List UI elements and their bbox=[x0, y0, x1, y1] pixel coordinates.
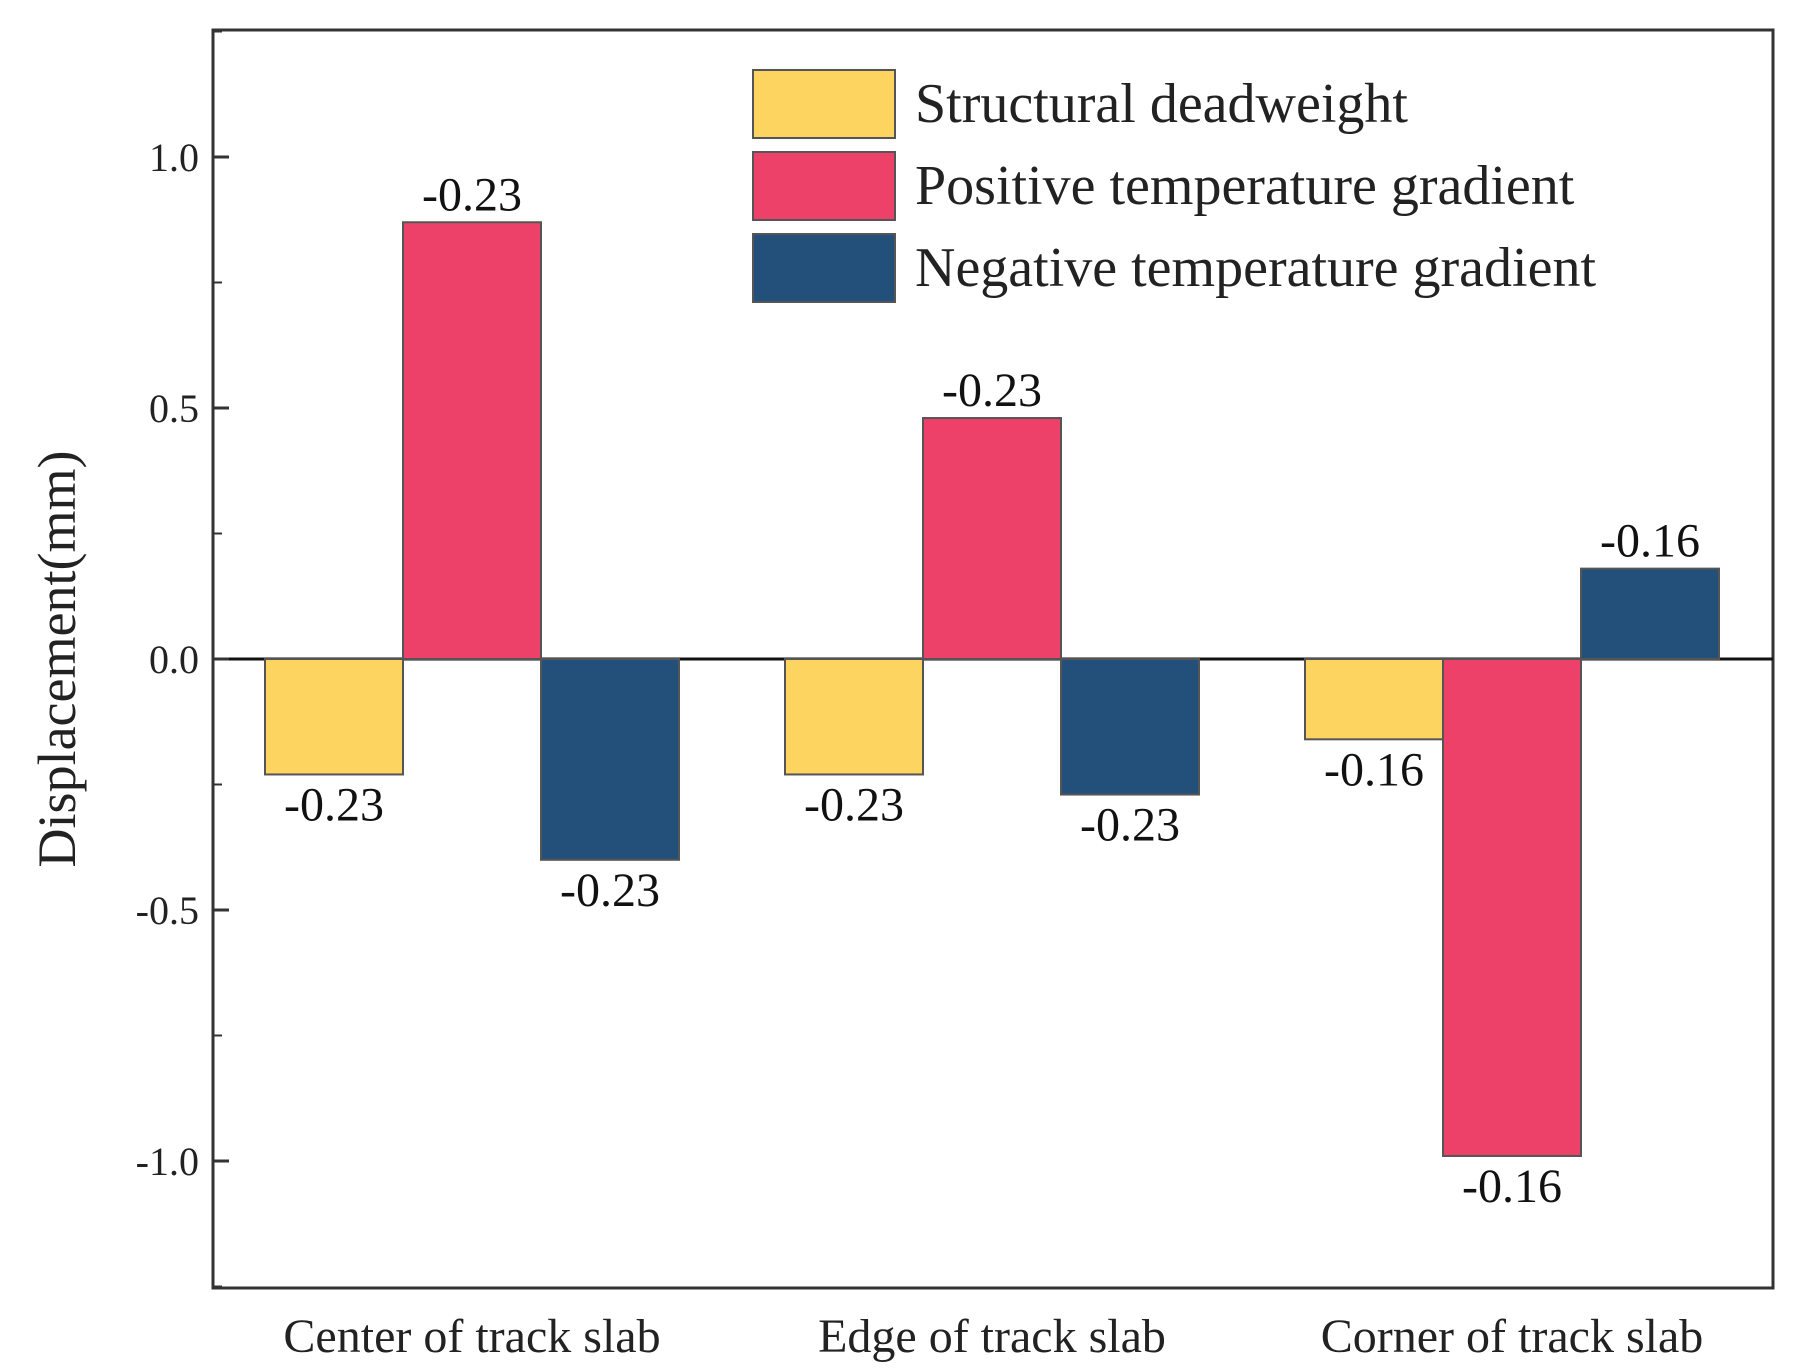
bar-negative-temperature-gradient-2 bbox=[1060, 658, 1200, 796]
y-tick-label: -0.5 bbox=[136, 888, 199, 933]
bars: -0.23 -0.23 -0.16 -0.23 -0.23 -0.16 -0.23 -0.23… bbox=[264, 168, 1720, 1213]
legend-entry-label: Negative temperature gradient bbox=[915, 237, 1596, 299]
data-label: -0.23 bbox=[284, 778, 384, 831]
data-label: -0.23 bbox=[942, 364, 1042, 417]
data-label: -0.23 bbox=[560, 864, 660, 917]
data-label: -0.16 bbox=[1324, 743, 1424, 796]
bar-negative-temperature-gradient-3 bbox=[1580, 567, 1720, 661]
bar-negative-temperature-gradient-1 bbox=[540, 658, 680, 861]
bar-structural-deadweight-1 bbox=[264, 658, 404, 776]
data-label: -0.23 bbox=[1080, 799, 1180, 852]
data-label: -0.23 bbox=[804, 778, 904, 831]
x-category-label: Edge of track slab bbox=[818, 1310, 1166, 1363]
y-tick-label: 1.0 bbox=[149, 135, 199, 180]
data-label: -0.16 bbox=[1600, 515, 1700, 568]
x-category-label: Center of track slab bbox=[283, 1310, 660, 1363]
x-axis: Center of track slab Edge of track slab Co… bbox=[283, 1310, 1703, 1363]
y-tick-label: -1.0 bbox=[136, 1139, 199, 1184]
bar-positive-temperature-gradient-2 bbox=[922, 417, 1062, 661]
y-axis: 1.0 0.5 0.0 -0.5 -1.0 bbox=[136, 30, 229, 1288]
legend-swatch bbox=[752, 233, 896, 303]
legend-swatch bbox=[752, 151, 896, 221]
x-category-label: Corner of track slab bbox=[1321, 1310, 1704, 1363]
data-label: -0.23 bbox=[422, 168, 522, 221]
bar-positive-temperature-gradient-3 bbox=[1442, 658, 1582, 1157]
bar-structural-deadweight-3 bbox=[1304, 658, 1444, 741]
legend: Structural deadweight Positive temperatur… bbox=[752, 69, 1596, 303]
bar-structural-deadweight-2 bbox=[784, 658, 924, 776]
legend-entry-label: Positive temperature gradient bbox=[915, 155, 1575, 217]
legend-swatch bbox=[752, 69, 896, 139]
legend-entry-label: Structural deadweight bbox=[915, 73, 1408, 135]
bar-positive-temperature-gradient-1 bbox=[402, 221, 542, 660]
y-axis-label: Displacement(mm) bbox=[27, 451, 87, 868]
y-tick-label: 0.0 bbox=[149, 637, 199, 682]
data-label: -0.16 bbox=[1462, 1160, 1562, 1213]
y-tick-label: 0.5 bbox=[149, 386, 199, 431]
